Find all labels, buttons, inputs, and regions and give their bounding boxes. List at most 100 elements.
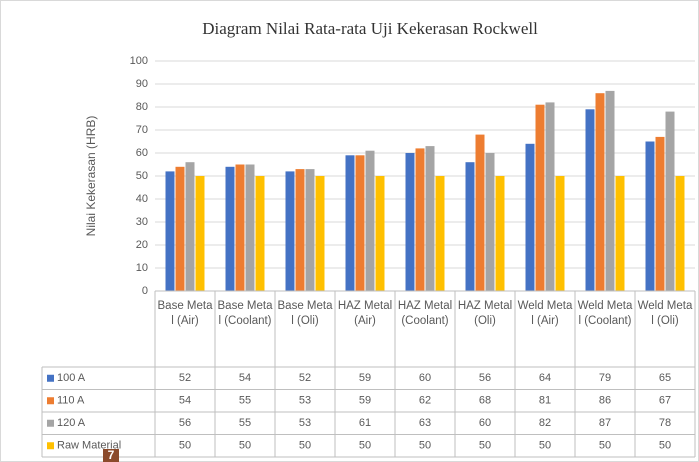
table-value: 54 <box>239 372 251 384</box>
table-value: 64 <box>539 372 551 384</box>
x-tick-label: Base Metal (Air) <box>157 300 213 327</box>
legend-label: 120 A <box>57 417 86 429</box>
y-tick-label: 90 <box>136 78 148 90</box>
bar <box>235 164 245 291</box>
table-value: 86 <box>599 395 611 407</box>
table-value: 50 <box>299 440 311 452</box>
table-value: 59 <box>359 395 371 407</box>
bar <box>285 171 295 291</box>
bar <box>245 164 255 291</box>
y-tick-label: 40 <box>136 193 148 205</box>
legend-label: 100 A <box>57 372 86 384</box>
legend-key <box>47 397 54 405</box>
table-value: 50 <box>359 440 371 452</box>
table-value: 65 <box>659 372 671 384</box>
legend-key <box>47 374 54 382</box>
badge: 7 <box>108 448 115 462</box>
table-value: 52 <box>299 372 311 384</box>
bar <box>655 136 665 291</box>
bar <box>495 176 505 291</box>
table-value: 60 <box>479 417 491 429</box>
bar <box>375 176 385 291</box>
bar <box>415 148 425 291</box>
x-tick-label: Weld Metal (Air) <box>517 300 573 327</box>
bar <box>365 150 375 291</box>
x-tick-label: Weld Metal (Coolant) <box>577 300 633 327</box>
bar <box>405 153 415 291</box>
bar <box>225 166 235 291</box>
bar <box>615 176 625 291</box>
bar <box>465 162 475 291</box>
table-value: 62 <box>419 395 431 407</box>
table-value: 56 <box>179 417 191 429</box>
bar <box>585 109 595 291</box>
bar <box>605 90 615 292</box>
y-tick-label: 80 <box>136 101 148 113</box>
table-value: 50 <box>239 440 251 452</box>
y-tick-label: 0 <box>142 285 148 297</box>
bar <box>315 176 325 291</box>
bar <box>675 176 685 291</box>
table-value: 52 <box>179 372 191 384</box>
y-tick-label: 100 <box>130 55 148 67</box>
table-value: 81 <box>539 395 551 407</box>
bar <box>665 111 675 291</box>
legend-key <box>47 442 54 450</box>
x-tick-label: Base Metal (Coolant) <box>217 300 273 327</box>
bar <box>355 155 365 291</box>
table-value: 61 <box>359 417 371 429</box>
bar <box>595 93 605 291</box>
table-value: 50 <box>539 440 551 452</box>
legend-label: 110 A <box>57 395 85 407</box>
table-value: 87 <box>599 417 611 429</box>
bar <box>255 176 265 291</box>
table-value: 67 <box>659 395 671 407</box>
x-tick-label: Base Metal (Oli) <box>277 300 333 327</box>
bar <box>185 162 195 291</box>
table-value: 50 <box>179 440 191 452</box>
table-value: 54 <box>179 395 191 407</box>
bar <box>295 169 305 291</box>
y-tick-label: 10 <box>136 262 148 274</box>
table-value: 55 <box>239 395 251 407</box>
y-tick-label: 20 <box>136 239 148 251</box>
bar <box>475 134 485 291</box>
table-value: 56 <box>479 372 491 384</box>
y-tick-label: 30 <box>136 216 148 228</box>
y-axis-title: Nilai Kekerasan (HRB) <box>84 116 98 237</box>
table-value: 68 <box>479 395 491 407</box>
bar <box>345 155 355 291</box>
legend-key <box>47 419 54 427</box>
y-tick-label: 60 <box>136 147 148 159</box>
table-value: 63 <box>419 417 431 429</box>
chart-title: Diagram Nilai Rata-rata Uji Kekerasan Ro… <box>202 19 538 38</box>
bar <box>195 176 205 291</box>
bar <box>525 143 535 291</box>
x-tick-label: HAZ Metal (Air) <box>337 300 393 327</box>
bar <box>425 146 435 291</box>
bar <box>435 176 445 291</box>
y-tick-label: 50 <box>136 170 148 182</box>
x-tick-label: HAZ Metal (Oli) <box>457 300 513 327</box>
bar <box>485 153 495 291</box>
table-value: 50 <box>599 440 611 452</box>
table-value: 55 <box>239 417 251 429</box>
bar <box>545 102 555 292</box>
table-value: 53 <box>299 417 311 429</box>
x-tick-label: HAZ Metal (Coolant) <box>397 300 453 327</box>
table-value: 59 <box>359 372 371 384</box>
bar <box>165 171 175 291</box>
bar <box>555 176 565 291</box>
bar <box>175 166 185 291</box>
table-value: 78 <box>659 417 671 429</box>
legend-label: Raw Material <box>57 440 121 452</box>
table-value: 50 <box>479 440 491 452</box>
table-value: 60 <box>419 372 431 384</box>
table-value: 79 <box>599 372 611 384</box>
bar <box>305 169 315 291</box>
table-value: 50 <box>419 440 431 452</box>
table-value: 82 <box>539 417 551 429</box>
bar <box>535 104 545 291</box>
